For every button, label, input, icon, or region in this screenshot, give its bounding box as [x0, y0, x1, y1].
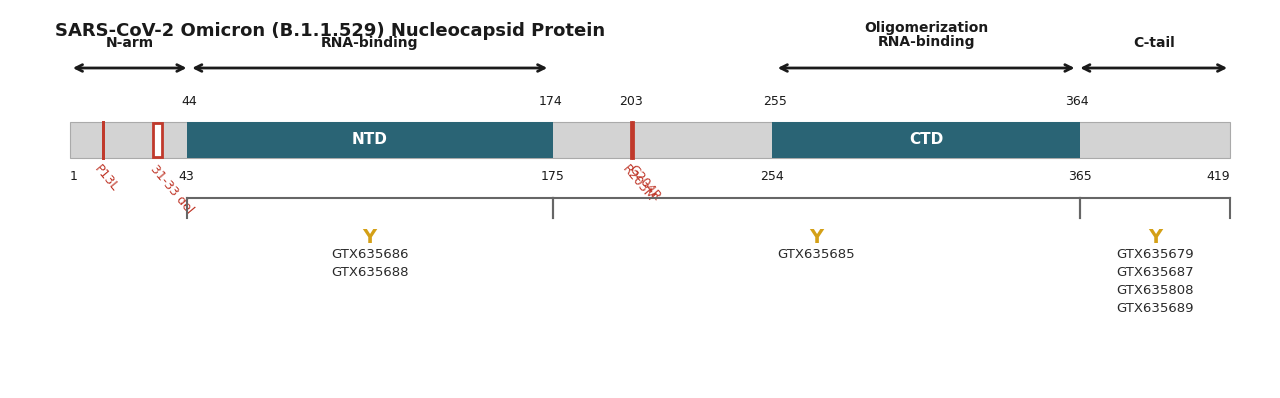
Text: GTX635679: GTX635679: [1116, 248, 1194, 261]
Text: G204R: G204R: [626, 163, 663, 204]
Text: C-tail: C-tail: [1133, 36, 1175, 50]
Text: 254: 254: [760, 170, 783, 183]
Text: N-arm: N-arm: [106, 36, 154, 50]
Text: 255: 255: [763, 95, 787, 108]
Text: Y: Y: [362, 228, 376, 247]
Text: 43: 43: [179, 170, 195, 183]
Text: GTX635808: GTX635808: [1116, 284, 1194, 297]
Text: P13L: P13L: [91, 163, 120, 195]
Text: GTX635689: GTX635689: [1116, 302, 1194, 315]
Bar: [187, 122, 553, 158]
Text: CTD: CTD: [909, 133, 943, 148]
Text: Oligomerization: Oligomerization: [864, 21, 988, 35]
Text: RNA-binding: RNA-binding: [321, 36, 419, 50]
Text: 31-33 del: 31-33 del: [148, 163, 196, 217]
Text: GTX635688: GTX635688: [332, 266, 408, 279]
Text: 364: 364: [1065, 95, 1089, 108]
Text: R203M: R203M: [620, 163, 658, 205]
Text: 365: 365: [1069, 170, 1092, 183]
Text: 1: 1: [70, 170, 78, 183]
Text: GTX635687: GTX635687: [1116, 266, 1194, 279]
Text: GTX635685: GTX635685: [778, 248, 855, 261]
Text: NTD: NTD: [352, 133, 388, 148]
Text: SARS-CoV-2 Omicron (B.1.1.529) Nucleocapsid Protein: SARS-CoV-2 Omicron (B.1.1.529) Nucleocap…: [55, 22, 605, 40]
Text: RNA-binding: RNA-binding: [877, 35, 975, 49]
Bar: [154, 123, 161, 157]
Text: 174: 174: [538, 95, 562, 108]
Text: Y: Y: [1148, 228, 1162, 247]
Text: Y: Y: [809, 228, 823, 247]
Text: 203: 203: [618, 95, 643, 108]
Text: 175: 175: [541, 170, 564, 183]
Bar: [772, 122, 1080, 158]
Bar: [70, 122, 1230, 158]
Text: 44: 44: [182, 95, 197, 108]
Text: 419: 419: [1206, 170, 1230, 183]
Text: GTX635686: GTX635686: [332, 248, 408, 261]
